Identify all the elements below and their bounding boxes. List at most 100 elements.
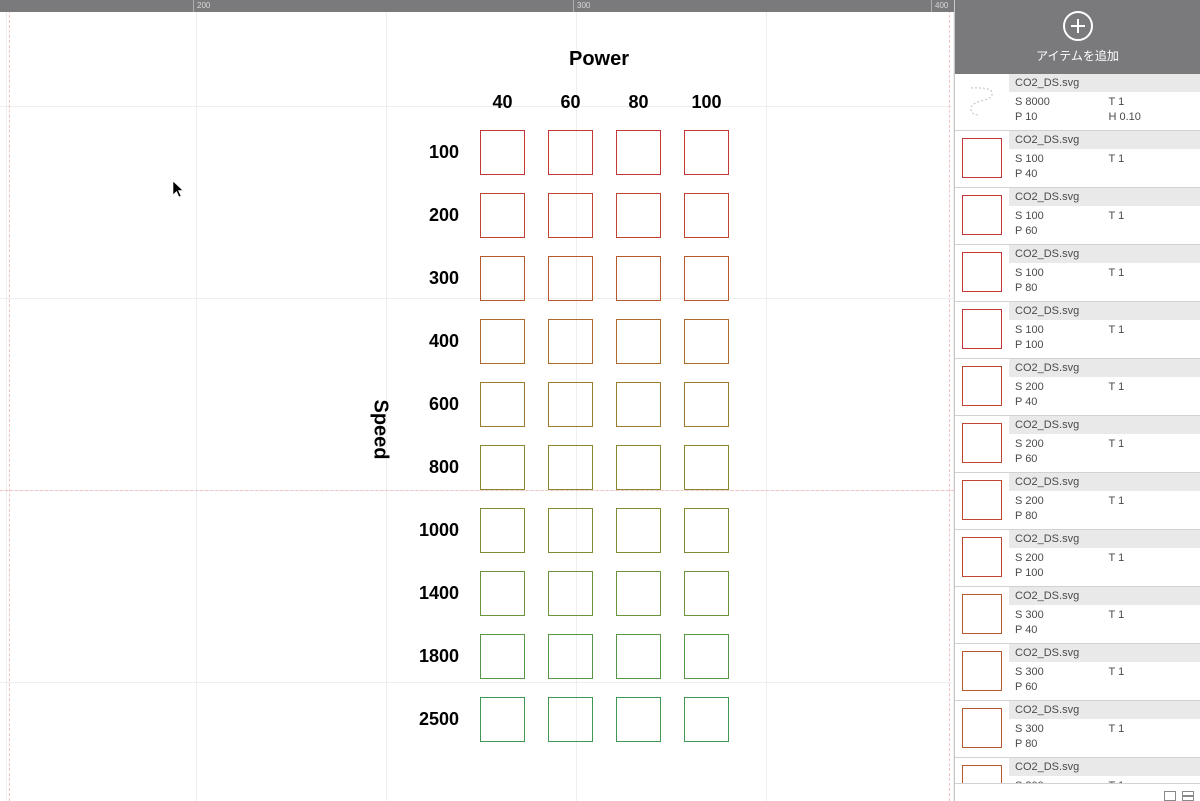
test-swatch[interactable]	[684, 130, 729, 175]
list-item[interactable]: CO2_DS.svgS 100T 1P 60	[955, 188, 1200, 245]
item-swatch	[962, 480, 1002, 520]
item-t-value: T 1	[1109, 266, 1195, 281]
test-swatch[interactable]	[616, 130, 661, 175]
item-stats: S 100T 1P 40	[1009, 149, 1200, 187]
speed-row-label: 1400	[404, 583, 459, 604]
item-filename: CO2_DS.svg	[1009, 245, 1200, 263]
add-item-button[interactable]	[1063, 11, 1093, 41]
list-item[interactable]: CO2_DS.svgS 200T 1P 100	[955, 530, 1200, 587]
test-swatch[interactable]	[548, 193, 593, 238]
test-swatch[interactable]	[684, 382, 729, 427]
test-swatch[interactable]	[616, 634, 661, 679]
test-swatch[interactable]	[480, 697, 525, 742]
item-speed-value: S 200	[1015, 494, 1101, 509]
list-item[interactable]: CO2_DS.svgS 300T 1P 40	[955, 587, 1200, 644]
test-swatch[interactable]	[548, 319, 593, 364]
item-swatch	[962, 138, 1002, 178]
item-t-value: T 1	[1109, 380, 1195, 395]
grid-hline	[0, 298, 954, 299]
test-swatch[interactable]	[548, 382, 593, 427]
item-body: CO2_DS.svgS 200T 1P 80	[1009, 473, 1200, 529]
item-power-value: P 10	[1015, 110, 1101, 125]
single-view-icon[interactable]	[1164, 788, 1176, 798]
item-h-value	[1109, 566, 1195, 581]
test-swatch[interactable]	[480, 634, 525, 679]
test-swatch[interactable]	[548, 571, 593, 616]
test-swatch[interactable]	[684, 256, 729, 301]
list-item[interactable]: CO2_DS.svgS 300T 1P 80	[955, 701, 1200, 758]
speed-row-label: 200	[404, 205, 459, 226]
list-item[interactable]: CO2_DS.svgS 100T 1P 100	[955, 302, 1200, 359]
item-speed-value: S 100	[1015, 323, 1101, 338]
horizontal-ruler: 200300400	[0, 0, 954, 12]
test-swatch[interactable]	[684, 193, 729, 238]
test-swatch[interactable]	[548, 508, 593, 553]
grid-hline	[0, 106, 954, 107]
test-swatch[interactable]	[684, 445, 729, 490]
design-canvas[interactable]: 200300400 PowerSpeed40608010010020030040…	[0, 0, 954, 801]
test-swatch[interactable]	[684, 634, 729, 679]
test-swatch[interactable]	[684, 319, 729, 364]
item-body: CO2_DS.svgS 200T 1P 100	[1009, 530, 1200, 586]
item-h-value	[1109, 737, 1195, 752]
test-swatch[interactable]	[480, 445, 525, 490]
test-swatch[interactable]	[480, 571, 525, 616]
item-t-value: T 1	[1109, 152, 1195, 167]
test-swatch[interactable]	[548, 445, 593, 490]
item-body: CO2_DS.svgS 300T 1P 40	[1009, 587, 1200, 643]
test-swatch[interactable]	[480, 382, 525, 427]
test-swatch[interactable]	[616, 382, 661, 427]
items-list[interactable]: CO2_DS.svgS 8000T 1P 10H 0.10CO2_DS.svgS…	[955, 74, 1200, 783]
pointer-cursor-icon	[172, 180, 186, 198]
item-stats: S 200T 1P 100	[1009, 548, 1200, 586]
test-swatch[interactable]	[616, 193, 661, 238]
item-speed-value: S 100	[1015, 209, 1101, 224]
test-swatch[interactable]	[548, 697, 593, 742]
test-swatch[interactable]	[616, 445, 661, 490]
item-filename: CO2_DS.svg	[1009, 758, 1200, 776]
item-swatch	[962, 594, 1002, 634]
item-h-value	[1109, 623, 1195, 638]
list-item[interactable]: CO2_DS.svgS 100T 1P 40	[955, 131, 1200, 188]
test-swatch[interactable]	[684, 571, 729, 616]
test-swatch[interactable]	[548, 634, 593, 679]
test-swatch[interactable]	[616, 508, 661, 553]
item-swatch	[962, 252, 1002, 292]
list-item[interactable]: CO2_DS.svgS 300T 1P 60	[955, 644, 1200, 701]
test-swatch[interactable]	[480, 319, 525, 364]
test-swatch[interactable]	[616, 256, 661, 301]
item-h-value	[1109, 395, 1195, 410]
power-col-label: 40	[480, 92, 525, 113]
test-swatch[interactable]	[684, 508, 729, 553]
test-swatch[interactable]	[616, 571, 661, 616]
test-swatch[interactable]	[616, 319, 661, 364]
panel-header: アイテムを追加	[955, 0, 1200, 74]
add-item-label: アイテムを追加	[1036, 47, 1119, 64]
item-power-value: P 60	[1015, 224, 1101, 239]
list-item[interactable]: CO2_DS.svgS 8000T 1P 10H 0.10	[955, 74, 1200, 131]
test-swatch[interactable]	[548, 130, 593, 175]
item-stats: S 200T 1P 80	[1009, 491, 1200, 529]
test-swatch[interactable]	[480, 508, 525, 553]
list-item[interactable]: CO2_DS.svgS 300T 1P 100	[955, 758, 1200, 783]
list-item[interactable]: CO2_DS.svgS 100T 1P 80	[955, 245, 1200, 302]
list-item[interactable]: CO2_DS.svgS 200T 1P 80	[955, 473, 1200, 530]
app-root: 200300400 PowerSpeed40608010010020030040…	[0, 0, 1200, 801]
item-body: CO2_DS.svgS 300T 1P 80	[1009, 701, 1200, 757]
list-item[interactable]: CO2_DS.svgS 200T 1P 60	[955, 416, 1200, 473]
item-t-value: T 1	[1109, 95, 1195, 110]
item-speed-value: S 200	[1015, 437, 1101, 452]
test-swatch[interactable]	[616, 697, 661, 742]
speed-row-label: 400	[404, 331, 459, 352]
test-swatch[interactable]	[480, 130, 525, 175]
list-item[interactable]: CO2_DS.svgS 200T 1P 40	[955, 359, 1200, 416]
item-h-value	[1109, 224, 1195, 239]
item-speed-value: S 200	[1015, 551, 1101, 566]
test-swatch[interactable]	[548, 256, 593, 301]
grid-vline	[196, 0, 197, 801]
test-swatch[interactable]	[480, 256, 525, 301]
multi-view-icon[interactable]	[1182, 788, 1194, 798]
test-swatch[interactable]	[684, 697, 729, 742]
item-t-value: T 1	[1109, 551, 1195, 566]
test-swatch[interactable]	[480, 193, 525, 238]
